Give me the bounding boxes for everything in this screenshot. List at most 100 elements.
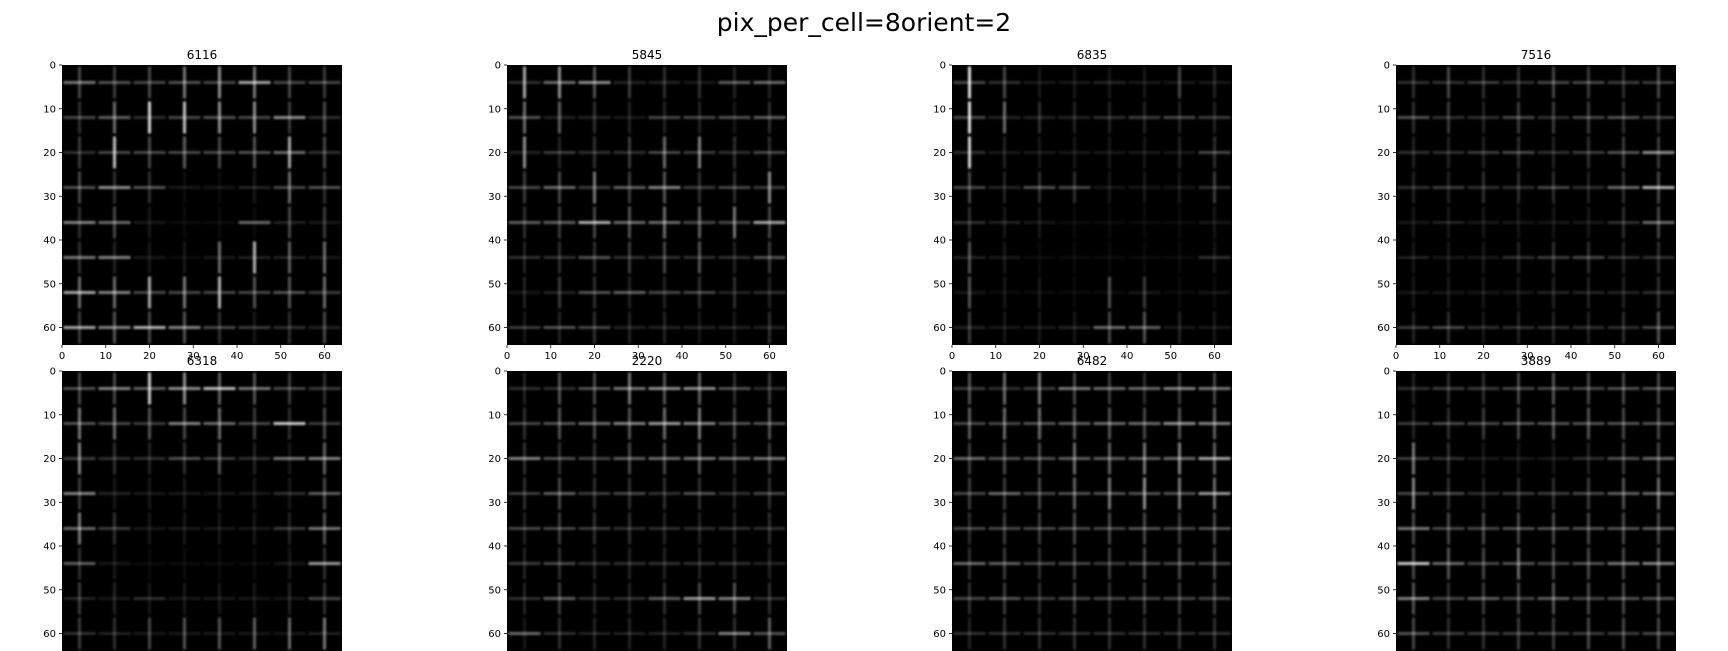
y-tick-label: 0 — [1384, 367, 1390, 378]
x-tick-label: 40 — [676, 351, 689, 362]
hog-panel-6116: 0 10 20 30 40 50 60 0 10 20 30 40 50 60 — [43, 61, 342, 362]
y-tick-label: 20 — [488, 454, 501, 465]
x-tick-label: 30 — [632, 351, 645, 362]
x-tick-label: 30 — [1077, 351, 1090, 362]
y-tick-label: 20 — [488, 148, 501, 159]
y-tick-label: 60 — [488, 323, 501, 334]
x-tick-label: 0 — [949, 351, 955, 362]
y-tick-label: 10 — [488, 104, 501, 115]
hog-panel-7516: 0 10 20 30 40 50 60 0 10 20 30 40 50 60 — [1377, 61, 1676, 362]
y-tick-label: 30 — [933, 192, 946, 203]
y-tick-label: 40 — [43, 236, 56, 247]
y-tick-label: 50 — [43, 279, 56, 290]
y-tick-label: 10 — [933, 104, 946, 115]
x-tick-label: 60 — [1652, 351, 1665, 362]
y-tick-label: 30 — [488, 498, 501, 509]
y-tick-label: 0 — [940, 367, 946, 378]
x-tick-label: 60 — [1208, 351, 1221, 362]
y-tick-label: 0 — [50, 367, 56, 378]
y-tick-label: 30 — [43, 498, 56, 509]
y-tick-label: 20 — [1377, 148, 1390, 159]
x-tick-label: 10 — [989, 351, 1002, 362]
x-tick-label: 20 — [143, 351, 156, 362]
y-tick-label: 50 — [933, 585, 946, 596]
y-tick-label: 40 — [933, 236, 946, 247]
x-tick-label: 50 — [1164, 351, 1177, 362]
y-tick-label: 60 — [43, 629, 56, 640]
y-tick-label: 0 — [940, 61, 946, 72]
hog-panel-6482: 0 10 20 30 40 50 60 — [933, 367, 1232, 651]
y-tick-label: 40 — [488, 236, 501, 247]
y-tick-label: 20 — [1377, 454, 1390, 465]
y-tick-label: 60 — [488, 629, 501, 640]
y-tick-label: 60 — [43, 323, 56, 334]
x-tick-label: 50 — [719, 351, 732, 362]
x-tick-label: 40 — [231, 351, 244, 362]
hog-panel-6318: 0 10 20 30 40 50 60 — [43, 367, 342, 651]
x-tick-label: 0 — [59, 351, 65, 362]
x-tick-label: 30 — [1521, 351, 1534, 362]
y-tick-label: 10 — [43, 104, 56, 115]
panel-title: 2220 — [631, 354, 663, 368]
panel-title: 6116 — [186, 48, 218, 62]
y-tick-label: 10 — [43, 410, 56, 421]
y-tick-label: 60 — [933, 323, 946, 334]
y-tick-label: 30 — [43, 192, 56, 203]
x-tick-label: 50 — [274, 351, 287, 362]
y-tick-label: 30 — [933, 498, 946, 509]
y-tick-label: 20 — [933, 454, 946, 465]
figure-title: pix_per_cell=8orient=2 — [716, 8, 1012, 37]
panel-title: 6482 — [1076, 354, 1108, 368]
x-tick-label: 40 — [1565, 351, 1578, 362]
y-tick-label: 50 — [1377, 279, 1390, 290]
x-tick-label: 0 — [504, 351, 510, 362]
y-tick-label: 50 — [1377, 585, 1390, 596]
y-tick-label: 60 — [1377, 323, 1390, 334]
y-tick-label: 20 — [43, 454, 56, 465]
y-tick-label: 40 — [1377, 542, 1390, 553]
x-tick-label: 20 — [1033, 351, 1046, 362]
x-tick-label: 20 — [1477, 351, 1490, 362]
panel-title: 5845 — [631, 48, 663, 62]
y-tick-label: 50 — [43, 585, 56, 596]
x-tick-label: 0 — [1393, 351, 1399, 362]
y-tick-label: 50 — [488, 279, 501, 290]
panel-title: 3889 — [1520, 354, 1552, 368]
x-tick-label: 60 — [763, 351, 776, 362]
x-tick-label: 30 — [187, 351, 200, 362]
hog-panel-2220: 0 10 20 30 40 50 60 — [488, 367, 787, 651]
panel-title: 7516 — [1520, 48, 1552, 62]
x-tick-label: 10 — [99, 351, 112, 362]
y-tick-label: 30 — [488, 192, 501, 203]
y-tick-label: 40 — [488, 542, 501, 553]
y-tick-label: 30 — [1377, 498, 1390, 509]
y-tick-label: 0 — [1384, 61, 1390, 72]
y-tick-label: 60 — [933, 629, 946, 640]
y-tick-label: 10 — [1377, 410, 1390, 421]
hog-panel-6835: 0 10 20 30 40 50 60 0 10 20 30 40 50 60 — [933, 61, 1232, 362]
y-tick-label: 50 — [488, 585, 501, 596]
y-tick-label: 40 — [43, 542, 56, 553]
y-tick-label: 40 — [1377, 236, 1390, 247]
y-tick-label: 0 — [495, 367, 501, 378]
x-tick-label: 40 — [1121, 351, 1134, 362]
y-tick-label: 10 — [1377, 104, 1390, 115]
y-tick-label: 20 — [933, 148, 946, 159]
panel-title: 6835 — [1076, 48, 1108, 62]
x-tick-label: 10 — [1433, 351, 1446, 362]
y-tick-label: 40 — [933, 542, 946, 553]
y-tick-label: 10 — [488, 410, 501, 421]
y-tick-label: 10 — [933, 410, 946, 421]
hog-panel-5845: 0 10 20 30 40 50 60 0 10 20 30 40 50 60 — [488, 61, 787, 362]
x-tick-label: 10 — [544, 351, 557, 362]
y-tick-label: 0 — [50, 61, 56, 72]
x-tick-label: 50 — [1608, 351, 1621, 362]
y-tick-label: 20 — [43, 148, 56, 159]
y-tick-label: 60 — [1377, 629, 1390, 640]
panel-title: 6318 — [186, 354, 218, 368]
x-tick-label: 20 — [588, 351, 601, 362]
x-tick-label: 60 — [318, 351, 331, 362]
y-tick-label: 30 — [1377, 192, 1390, 203]
y-tick-label: 0 — [495, 61, 501, 72]
y-tick-label: 50 — [933, 279, 946, 290]
